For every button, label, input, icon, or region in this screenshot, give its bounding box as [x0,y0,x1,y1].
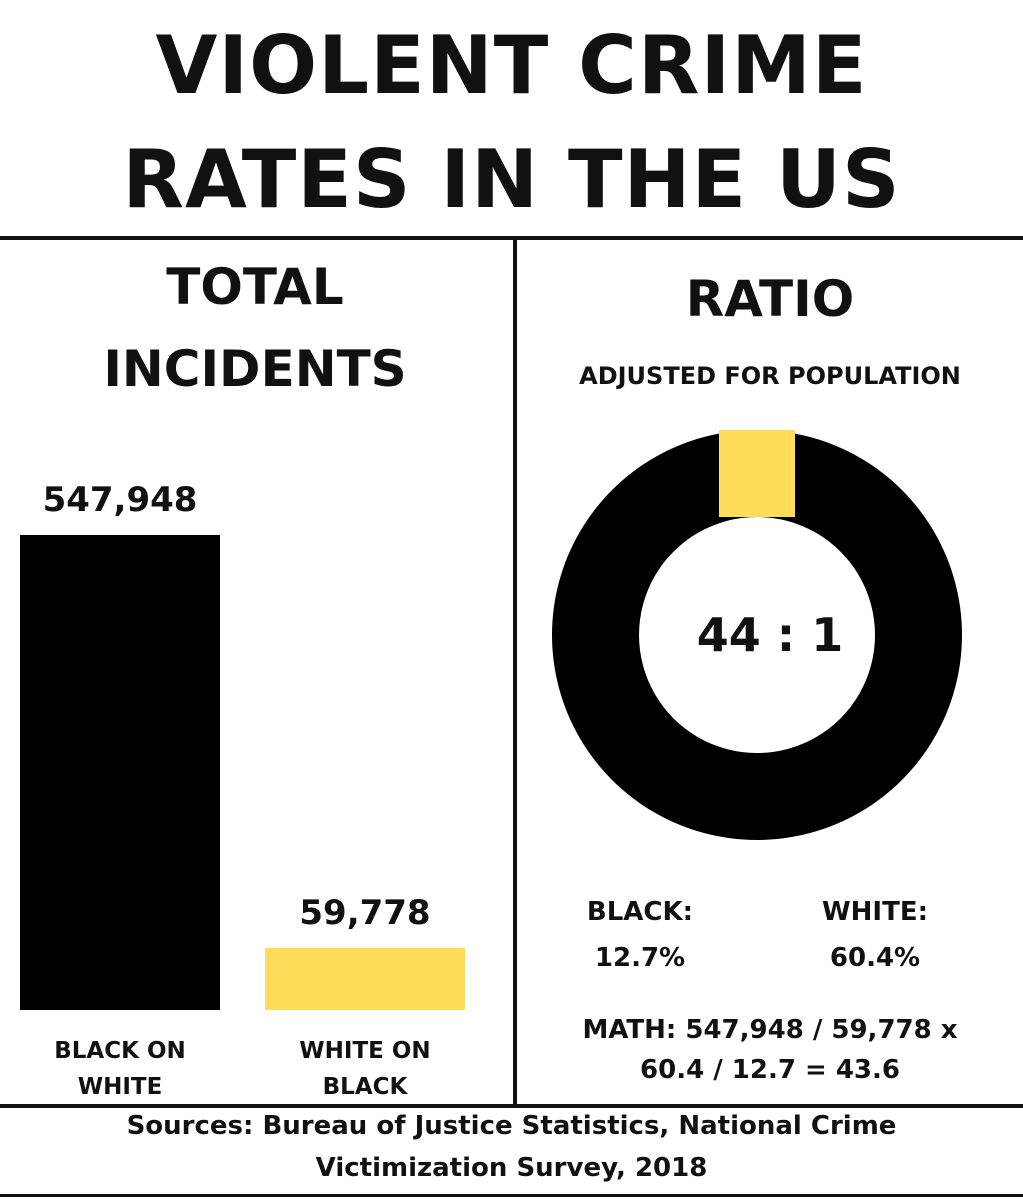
white-population-label: WHITE: [821,897,928,927]
donut-center-label: 44 : 1 [696,608,844,662]
bar-2 [265,948,465,1010]
title-line-1: VIOLENT CRIME [155,19,868,112]
bar-category-label-1-line-2: WHITE [78,1074,163,1100]
donut-slice-white [719,430,795,517]
bar-value-label-1: 547,948 [43,480,198,520]
math-line-2: 60.4 / 12.7 = 43.6 [640,1055,900,1085]
bar-1 [20,535,220,1010]
white-population-value: 60.4% [829,943,921,973]
center-divider [513,240,517,1106]
right-subheading: ADJUSTED FOR POPULATION [579,362,961,390]
donut-slice-black [551,430,962,840]
bar-category-label-2-line-2: BLACK [323,1074,409,1100]
bar-chart: 547,948 BLACK ON WHITE 59,778 WHITE ON BLACK [20,480,465,1100]
bar-category-label-1-line-1: BLACK ON [54,1038,186,1064]
donut-chart [551,430,962,840]
black-population-value: 12.7% [594,943,686,973]
footer-divider [0,1194,1023,1197]
top-divider [0,236,1023,240]
black-population-label: BLACK: [586,897,694,927]
title-line-2: RATES IN THE US [122,133,901,226]
footer-sources-line-2: Victimization Survey, 2018 [315,1153,708,1183]
left-heading-line-2: INCIDENTS [103,340,407,398]
left-heading-line-1: TOTAL [166,258,344,316]
right-heading: RATIO [685,270,855,328]
math-line-1: MATH: 547,948 / 59,778 x [582,1015,958,1045]
bar-category-label-2-line-1: WHITE ON [299,1038,430,1064]
bottom-divider [0,1104,1023,1108]
footer-sources-line-1: Sources: Bureau of Justice Statistics, N… [126,1111,897,1141]
bar-value-label-2: 59,778 [299,893,430,933]
